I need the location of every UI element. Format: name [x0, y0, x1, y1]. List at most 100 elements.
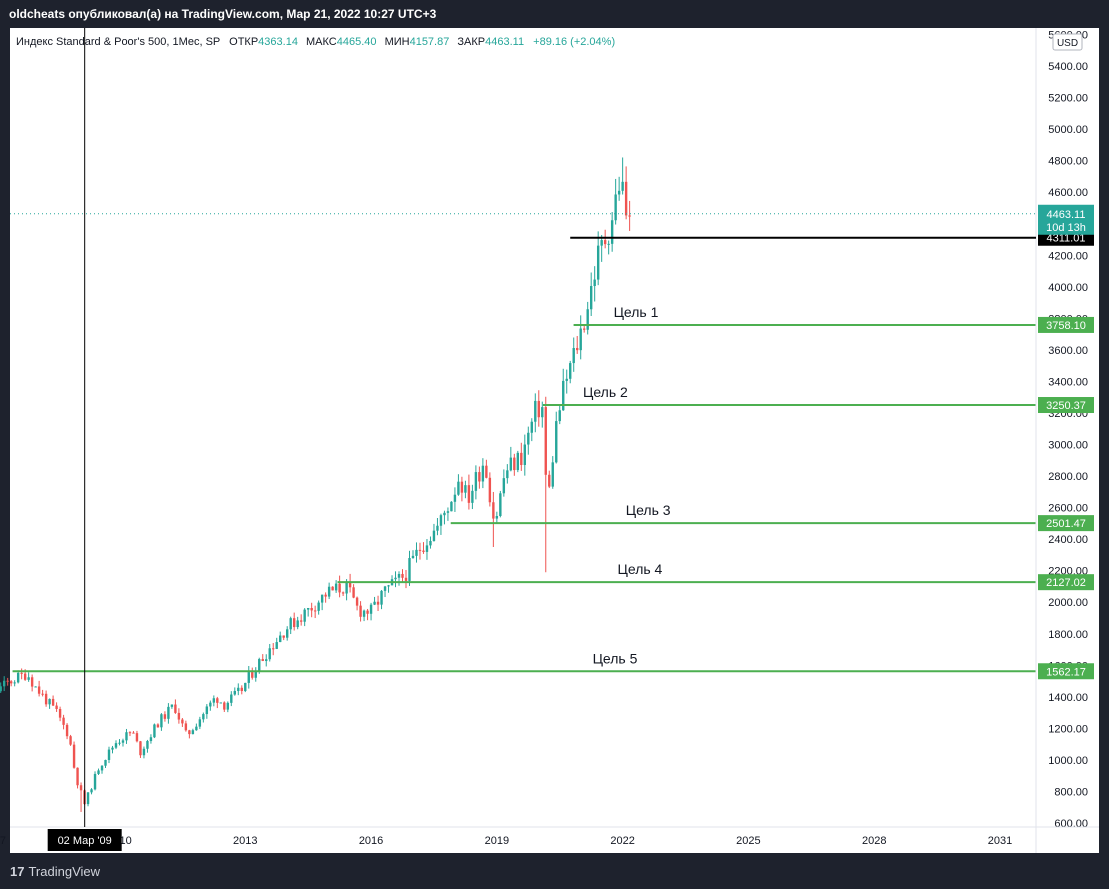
legend-close-label: ЗАКР — [457, 36, 485, 48]
candle-body — [230, 694, 233, 703]
candle-body — [125, 732, 128, 741]
legend-close-value: 4463.11 — [485, 36, 524, 48]
candle-body — [0, 686, 2, 692]
candle-body — [327, 586, 331, 597]
candle-body — [488, 477, 492, 503]
candle-body — [51, 698, 55, 706]
candle-body — [160, 714, 163, 728]
candle-body — [142, 748, 146, 756]
chart-legend: Индекс Standard & Poor's 500, 1Мес, SP О… — [16, 36, 615, 48]
candle-body — [2, 680, 6, 687]
y-tick-label: 4800.00 — [1048, 156, 1088, 168]
target-level-name: Цель 4 — [618, 561, 663, 577]
candle-body — [429, 540, 432, 546]
candle-body — [93, 773, 97, 790]
level-price-box — [1038, 515, 1094, 532]
candles-layer — [0, 157, 631, 812]
y-tick-label: 600.00 — [1054, 818, 1088, 830]
candle-body — [376, 601, 380, 605]
tradingview-logo[interactable]: 17 TradingView — [10, 864, 100, 879]
candle-body — [596, 245, 600, 280]
candle-body — [289, 618, 292, 630]
candle-body — [562, 380, 565, 411]
candle-body — [240, 687, 243, 692]
candle-body — [65, 724, 69, 737]
candle-body — [156, 724, 160, 728]
overlay-layer: 02 Мар '09 3758.10 3250.37 2501.47 2127.02 15… — [10, 28, 1094, 851]
candle-body — [212, 698, 216, 703]
candle-body — [607, 243, 610, 245]
candle-body — [576, 348, 579, 351]
y-tick-label: 3000.00 — [1048, 440, 1088, 452]
candle-body — [352, 587, 355, 598]
countdown-label: 10d 13h — [1046, 222, 1086, 234]
candle-body — [558, 410, 561, 422]
candle-body — [348, 581, 352, 588]
current-price-label: 4463.11 — [1047, 209, 1086, 221]
candle-body — [320, 594, 324, 603]
candle-body — [555, 421, 558, 463]
candle-body — [530, 421, 533, 433]
candle-body — [303, 609, 306, 622]
candle-body — [237, 687, 240, 691]
candle-body — [265, 659, 268, 662]
candle-body — [579, 328, 582, 351]
candle-body — [128, 732, 132, 734]
target-level-name: Цель 3 — [626, 502, 671, 518]
y-tick-label: 2400.00 — [1048, 534, 1088, 546]
candle-body — [446, 511, 450, 513]
candle-body — [569, 363, 572, 379]
y-tick-label: 4000.00 — [1048, 282, 1088, 294]
y-tick-label: 1800.00 — [1048, 629, 1088, 641]
candle-body — [247, 672, 250, 683]
legend-change: +89.16 (+2.04%) — [533, 36, 615, 48]
chart-background — [10, 28, 1099, 853]
candle-body — [369, 604, 373, 614]
currency-badge[interactable]: USD — [1052, 33, 1083, 51]
candle-body — [366, 610, 369, 614]
candle-body — [492, 502, 495, 519]
candle-body — [341, 592, 345, 594]
candle-body — [359, 605, 362, 617]
x-tick-label: 2022 — [610, 835, 634, 847]
candle-body — [79, 785, 83, 791]
candle-body — [460, 481, 464, 493]
horizontal-line-price-label: 4311.01 — [1047, 233, 1086, 245]
candle-body — [226, 702, 230, 710]
candle-body — [170, 704, 174, 707]
candle-body — [296, 620, 299, 628]
y-tick-label: 2600.00 — [1048, 503, 1088, 515]
candle-body — [614, 194, 617, 221]
x-tick-label: 2016 — [359, 835, 383, 847]
candle-body — [464, 485, 467, 493]
x-tick-label: 2019 — [485, 835, 509, 847]
candle-body — [223, 702, 226, 710]
candle-body — [292, 618, 296, 628]
candle-body — [624, 181, 628, 216]
level-price-label: 2501.47 — [1046, 518, 1086, 530]
y-tick-label: 4600.00 — [1048, 187, 1088, 199]
level-price-label: 3758.10 — [1046, 320, 1086, 332]
candle-body — [62, 717, 65, 725]
candle-body — [258, 659, 261, 672]
candle-body — [544, 407, 547, 475]
candle-body — [551, 462, 554, 487]
candle-body — [135, 733, 139, 742]
candle-body — [506, 470, 509, 479]
candle-body — [202, 714, 205, 720]
currency-badge-box — [1052, 33, 1083, 51]
candle-body — [9, 681, 13, 684]
candle-body — [23, 673, 27, 680]
y-tick-label: 2000.00 — [1048, 597, 1088, 609]
footer-bar: 17 TradingView — [0, 853, 1109, 889]
candle-body — [20, 672, 23, 674]
candle-body — [198, 719, 202, 727]
candle-body — [30, 677, 34, 687]
candle-body — [121, 740, 125, 743]
candle-body — [565, 378, 568, 381]
candle-body — [380, 590, 383, 605]
candle-body — [181, 719, 184, 724]
y-tick-label: 1200.00 — [1048, 723, 1088, 735]
candle-body — [589, 286, 593, 310]
